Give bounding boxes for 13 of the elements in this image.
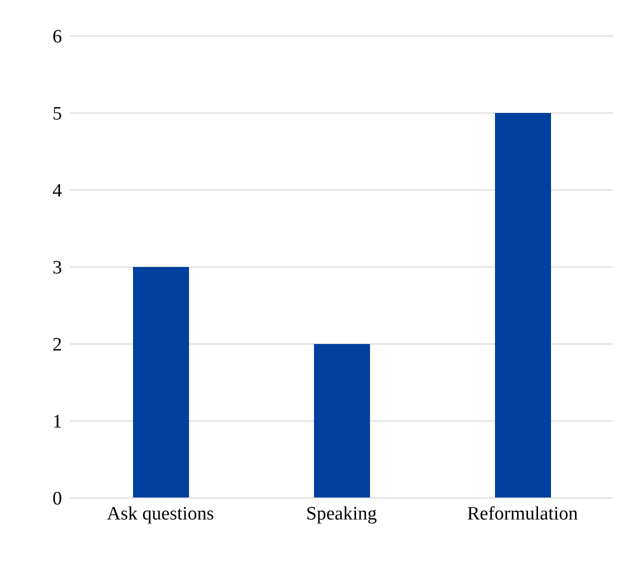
y-tick-label: 4: [52, 180, 62, 202]
y-tick-label: 2: [52, 334, 62, 356]
y-tick-label: 6: [52, 26, 62, 48]
y-tick-label: 3: [52, 258, 62, 279]
bar: [133, 267, 189, 498]
y-tick-label: 5: [52, 104, 62, 125]
x-tick-label: Ask questions: [106, 503, 214, 524]
x-tick-label: Reformulation: [467, 503, 578, 524]
y-tick-label: 1: [52, 412, 62, 433]
bar: [314, 344, 370, 498]
y-tick-label: 0: [52, 488, 62, 510]
bar: [495, 113, 551, 498]
x-tick-label: Speaking: [306, 503, 378, 524]
